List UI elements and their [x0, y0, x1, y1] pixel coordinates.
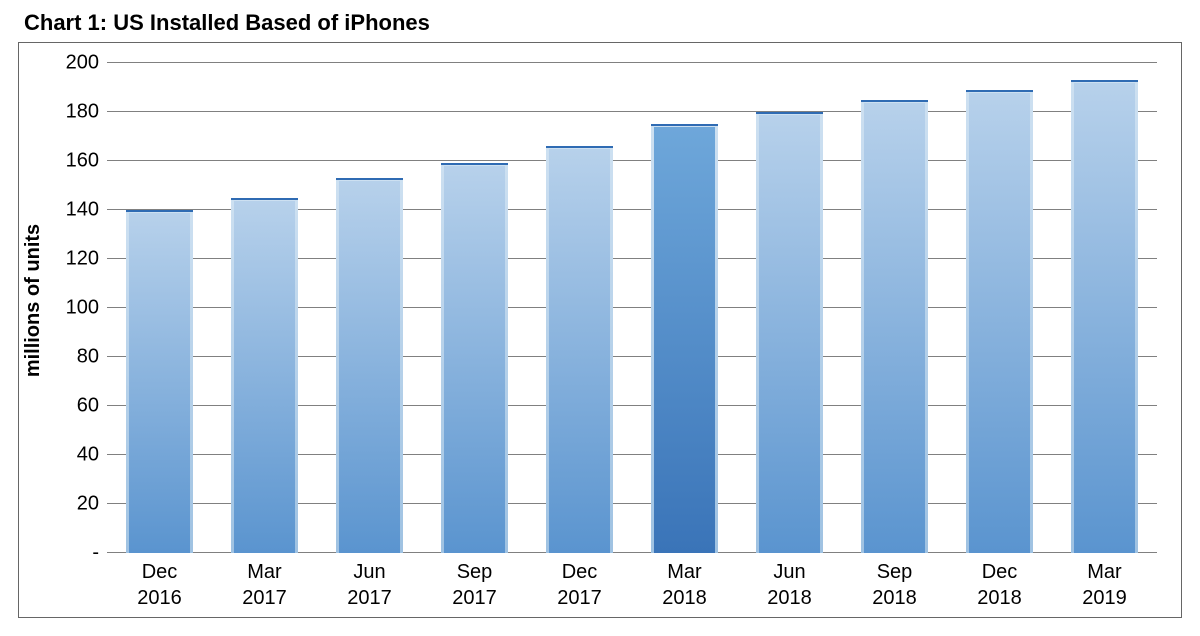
x-axis-category-line2: 2018 — [767, 585, 812, 611]
x-axis-category-line1: Sep — [457, 559, 493, 585]
bar-front — [759, 115, 821, 553]
x-axis-category-line2: 2018 — [872, 585, 917, 611]
bar-slot — [947, 63, 1052, 553]
bar-cap — [441, 163, 508, 165]
chart-container: millions of units - 20 40 60 80 100 120 140 160 1… — [18, 42, 1182, 618]
bar-front — [234, 201, 296, 553]
bar-slot — [632, 63, 737, 553]
x-axis-category-line1: Mar — [247, 559, 281, 585]
bar-front — [339, 181, 401, 553]
x-axis-category-line1: Jun — [353, 559, 385, 585]
x-axis-category: Jun2018 — [737, 553, 842, 617]
bar-front — [129, 213, 191, 553]
y-tick-label: 120 — [66, 248, 99, 271]
x-axis-row: Dec2016Mar2017Jun2017Sep2017Dec2017Mar20… — [49, 553, 1181, 617]
y-tick-label: 80 — [77, 346, 99, 369]
y-axis-label-container: millions of units — [19, 43, 49, 617]
bar — [861, 100, 928, 553]
bar-slot — [317, 63, 422, 553]
bar-front — [549, 149, 611, 553]
x-axis-category-line1: Dec — [142, 559, 178, 585]
y-tick-label: 180 — [66, 101, 99, 124]
bar-cap — [546, 146, 613, 148]
bar-slot — [422, 63, 527, 553]
plot-area — [107, 63, 1157, 553]
bar-cap — [1071, 80, 1138, 82]
y-tick-label: 160 — [66, 150, 99, 173]
x-axis-category: Mar2019 — [1052, 553, 1157, 617]
chart-title: Chart 1: US Installed Based of iPhones — [0, 0, 1200, 42]
x-axis-category-line2: 2016 — [137, 585, 182, 611]
bar-slot — [842, 63, 947, 553]
x-axis-category-line2: 2017 — [452, 585, 497, 611]
y-tick-label: 100 — [66, 297, 99, 320]
x-axis-category-line2: 2018 — [977, 585, 1022, 611]
bar-front — [969, 93, 1031, 553]
x-axis-labels: Dec2016Mar2017Jun2017Sep2017Dec2017Mar20… — [107, 553, 1157, 617]
x-axis-category-line1: Dec — [982, 559, 1018, 585]
bar — [546, 146, 613, 553]
bar-slot — [107, 63, 212, 553]
x-axis-category-line2: 2018 — [662, 585, 707, 611]
bar-slot — [527, 63, 632, 553]
x-axis-category-line1: Mar — [1087, 559, 1121, 585]
x-axis-category-line1: Sep — [877, 559, 913, 585]
bar-cap — [336, 178, 403, 180]
plot-row: -20406080100120140160180200 — [49, 43, 1181, 553]
x-axis-category: Mar2017 — [212, 553, 317, 617]
bar — [336, 178, 403, 553]
x-axis-category-line1: Dec — [562, 559, 598, 585]
bar — [651, 124, 718, 553]
bar-front — [444, 166, 506, 553]
x-axis-category: Mar2018 — [632, 553, 737, 617]
bars-row — [107, 63, 1157, 553]
bar-front — [654, 127, 716, 553]
y-tick-label: 40 — [77, 444, 99, 467]
bar — [231, 198, 298, 553]
plot-column: -20406080100120140160180200 Dec2016Mar20… — [49, 43, 1181, 617]
x-axis-category-line2: 2017 — [242, 585, 287, 611]
bar-cap — [861, 100, 928, 102]
x-axis-category-line2: 2019 — [1082, 585, 1127, 611]
x-axis-category: Jun2017 — [317, 553, 422, 617]
bar-cap — [756, 112, 823, 114]
bar — [126, 210, 193, 553]
x-axis-category: Sep2017 — [422, 553, 527, 617]
x-axis-category-line1: Jun — [773, 559, 805, 585]
bar — [441, 163, 508, 553]
x-axis-category-line1: Mar — [667, 559, 701, 585]
y-axis-label: millions of units — [23, 223, 46, 376]
y-tick-label: 60 — [77, 395, 99, 418]
y-tick-label: 140 — [66, 199, 99, 222]
bar-cap — [651, 124, 718, 126]
x-axis-category-line2: 2017 — [557, 585, 602, 611]
x-axis-category: Dec2017 — [527, 553, 632, 617]
y-tick-label: 20 — [77, 493, 99, 516]
y-tick-column: -20406080100120140160180200 — [49, 43, 107, 553]
bar — [1071, 80, 1138, 553]
bar-cap — [231, 198, 298, 200]
bar-slot — [212, 63, 317, 553]
bar-front — [1074, 83, 1136, 553]
y-tick-label: - — [92, 542, 99, 565]
plot-inner — [107, 63, 1157, 553]
bar — [756, 112, 823, 553]
bar-front — [864, 103, 926, 553]
bar-cap — [126, 210, 193, 212]
bar-slot — [1052, 63, 1157, 553]
bar-slot — [737, 63, 842, 553]
bar-cap — [966, 90, 1033, 92]
x-axis-category-line2: 2017 — [347, 585, 392, 611]
bar — [966, 90, 1033, 553]
x-axis-category: Dec2016 — [107, 553, 212, 617]
y-tick-label: 200 — [66, 52, 99, 75]
x-axis-category: Sep2018 — [842, 553, 947, 617]
x-axis-category: Dec2018 — [947, 553, 1052, 617]
